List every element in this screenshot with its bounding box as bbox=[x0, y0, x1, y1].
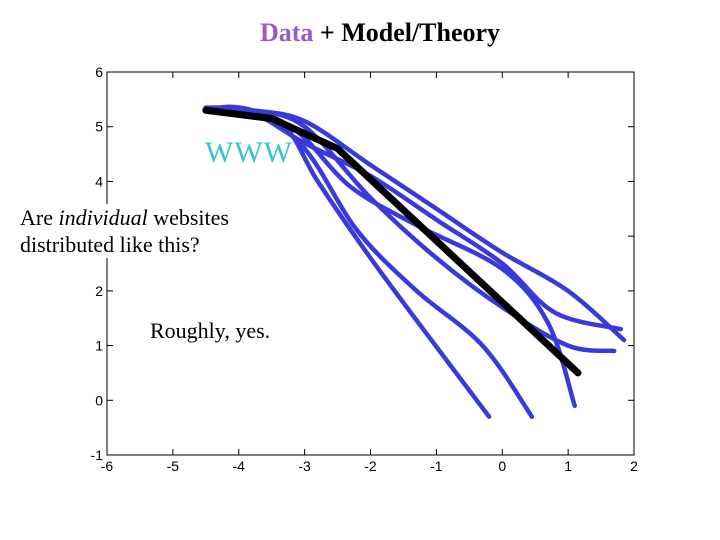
y-tick-label: 6 bbox=[95, 64, 103, 80]
question-italic: individual bbox=[58, 205, 148, 230]
data-curve-6 bbox=[203, 105, 627, 343]
x-tick-label: -6 bbox=[101, 458, 114, 474]
question-line2: distributed like this? bbox=[20, 232, 200, 257]
data-curves bbox=[202, 104, 627, 419]
plot-frame bbox=[106, 71, 635, 456]
y-tick-label: 5 bbox=[95, 119, 103, 135]
x-tick-label: -5 bbox=[167, 458, 180, 474]
axis-ticks: -6 -5 -4 -3 -2 -1 0 1 2 -1 0 1 2 4 5 6 bbox=[91, 64, 639, 474]
x-tick-label: 2 bbox=[630, 458, 638, 474]
question-prefix: Are bbox=[20, 205, 59, 230]
answer-text: Roughly, yes. bbox=[150, 318, 271, 343]
title-rest: + Model/Theory bbox=[313, 18, 501, 47]
y-tick-label: 4 bbox=[95, 173, 103, 189]
question-text: Are individual websites distributed like… bbox=[20, 204, 233, 258]
y-tick-label: -1 bbox=[91, 447, 104, 463]
x-tick-label: -1 bbox=[430, 458, 443, 474]
y-tick-label: 2 bbox=[95, 283, 103, 299]
x-tick-label: -4 bbox=[233, 458, 246, 474]
x-tick-label: -2 bbox=[364, 458, 377, 474]
x-tick-label: 1 bbox=[564, 458, 572, 474]
x-tick-label: 0 bbox=[498, 458, 506, 474]
model-line bbox=[202, 106, 582, 377]
page-title: Data + Model/Theory bbox=[0, 18, 720, 48]
y-tick-label: 1 bbox=[95, 338, 103, 354]
x-tick-label: -3 bbox=[298, 458, 311, 474]
www-label: WWW bbox=[205, 136, 293, 169]
y-tick-label: 0 bbox=[95, 392, 103, 408]
title-accent: Data bbox=[259, 18, 314, 47]
question-suffix: websites bbox=[147, 205, 229, 230]
